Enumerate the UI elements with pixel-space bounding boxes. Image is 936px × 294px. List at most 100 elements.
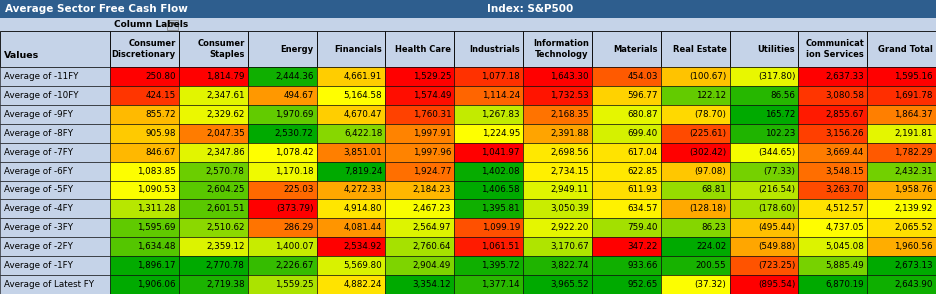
Text: (97.08): (97.08)	[695, 166, 726, 176]
Text: 2,226.67: 2,226.67	[275, 261, 314, 270]
Bar	[867, 124, 936, 143]
Bar	[592, 181, 661, 199]
Text: (344.65): (344.65)	[758, 148, 796, 157]
Bar	[0, 218, 110, 237]
Bar	[798, 105, 867, 124]
Bar	[386, 143, 454, 162]
Text: 2,391.88: 2,391.88	[550, 129, 589, 138]
Bar	[523, 275, 592, 294]
Bar	[867, 237, 936, 256]
Bar	[523, 218, 592, 237]
Text: 2,444.36: 2,444.36	[275, 72, 314, 81]
Text: 617.04: 617.04	[627, 148, 658, 157]
Text: 4,512.57: 4,512.57	[826, 204, 864, 213]
Text: (723.25): (723.25)	[758, 261, 796, 270]
Bar	[248, 31, 316, 67]
Bar	[729, 143, 798, 162]
Text: 1,574.49: 1,574.49	[413, 91, 451, 100]
Text: 4,882.24: 4,882.24	[344, 280, 382, 289]
Text: Average of -5FY: Average of -5FY	[4, 186, 73, 194]
Text: 2,673.13: 2,673.13	[895, 261, 933, 270]
Text: Average of -8FY: Average of -8FY	[4, 129, 73, 138]
Bar	[523, 181, 592, 199]
Bar	[729, 86, 798, 105]
Text: 286.29: 286.29	[284, 223, 314, 232]
Text: 5,885.49: 5,885.49	[826, 261, 864, 270]
Text: 224.02: 224.02	[696, 242, 726, 251]
Text: 424.15: 424.15	[146, 91, 176, 100]
Text: Average of -3FY: Average of -3FY	[4, 223, 73, 232]
Text: 1,377.14: 1,377.14	[481, 280, 520, 289]
Bar	[248, 143, 316, 162]
Text: Health Care: Health Care	[395, 44, 451, 54]
Bar	[386, 181, 454, 199]
Text: (225.61): (225.61)	[690, 129, 726, 138]
Bar	[454, 256, 523, 275]
Bar	[798, 199, 867, 218]
Text: 611.93: 611.93	[627, 186, 658, 194]
Text: 1,595.16: 1,595.16	[895, 72, 933, 81]
Text: 2,432.31: 2,432.31	[895, 166, 933, 176]
Bar	[523, 31, 592, 67]
Text: 5,569.80: 5,569.80	[344, 261, 382, 270]
Bar	[248, 105, 316, 124]
Bar	[316, 31, 386, 67]
Bar	[248, 67, 316, 86]
Text: 1,732.53: 1,732.53	[550, 91, 589, 100]
Bar	[316, 86, 386, 105]
Text: 1,924.77: 1,924.77	[413, 166, 451, 176]
Bar	[0, 124, 110, 143]
Text: Average of -2FY: Average of -2FY	[4, 242, 73, 251]
Bar	[523, 105, 592, 124]
Bar	[798, 67, 867, 86]
Bar	[729, 181, 798, 199]
Text: 68.81: 68.81	[702, 186, 726, 194]
Text: 2,329.62: 2,329.62	[206, 110, 244, 119]
Bar	[179, 162, 248, 181]
Text: 2,604.25: 2,604.25	[206, 186, 244, 194]
Bar	[110, 256, 179, 275]
Bar	[110, 275, 179, 294]
Text: 2,184.23: 2,184.23	[413, 186, 451, 194]
Bar	[661, 86, 729, 105]
Bar	[798, 162, 867, 181]
Text: 1,114.24: 1,114.24	[482, 91, 520, 100]
Bar	[798, 124, 867, 143]
Bar	[798, 237, 867, 256]
Bar	[592, 275, 661, 294]
Text: 1,395.81: 1,395.81	[481, 204, 520, 213]
Bar	[454, 105, 523, 124]
Text: Average Sector Free Cash Flow: Average Sector Free Cash Flow	[5, 4, 188, 14]
Text: Materials: Materials	[613, 44, 658, 54]
Bar	[661, 143, 729, 162]
Text: Values: Values	[4, 51, 39, 60]
Text: ▼: ▼	[170, 22, 175, 27]
Bar	[316, 143, 386, 162]
Bar	[110, 31, 179, 67]
Bar	[729, 256, 798, 275]
Bar	[454, 67, 523, 86]
Bar	[661, 124, 729, 143]
Bar	[316, 275, 386, 294]
Bar	[798, 218, 867, 237]
Bar	[454, 86, 523, 105]
Text: 4,272.33: 4,272.33	[344, 186, 382, 194]
Bar	[179, 31, 248, 67]
Bar	[454, 275, 523, 294]
Text: 1,896.17: 1,896.17	[138, 261, 176, 270]
Text: 86.23: 86.23	[702, 223, 726, 232]
Bar	[867, 31, 936, 67]
Bar	[592, 199, 661, 218]
Text: 1,814.79: 1,814.79	[206, 72, 244, 81]
Bar	[867, 256, 936, 275]
Bar	[316, 124, 386, 143]
Bar	[110, 143, 179, 162]
Bar	[248, 237, 316, 256]
Text: 1,997.96: 1,997.96	[413, 148, 451, 157]
Bar	[592, 256, 661, 275]
Bar	[661, 218, 729, 237]
Bar	[729, 275, 798, 294]
Bar	[0, 256, 110, 275]
Bar	[661, 199, 729, 218]
Bar	[729, 105, 798, 124]
